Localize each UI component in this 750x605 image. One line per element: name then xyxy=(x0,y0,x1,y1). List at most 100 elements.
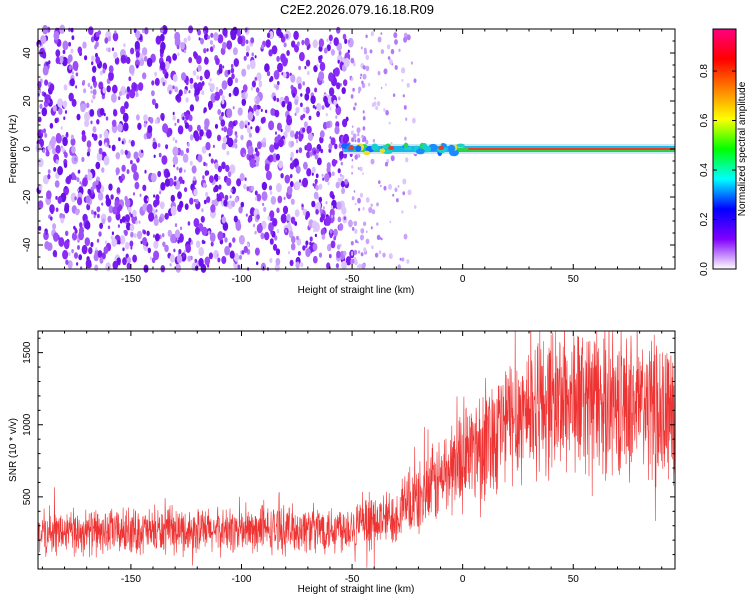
noise-speckle xyxy=(101,202,104,206)
noise-speckle xyxy=(233,215,238,223)
noise-speckle xyxy=(406,82,410,88)
noise-speckle xyxy=(343,57,350,68)
noise-speckle xyxy=(102,68,106,74)
noise-speckle xyxy=(217,34,224,44)
noise-speckle xyxy=(351,158,354,162)
noise-speckle xyxy=(199,84,203,90)
noise-speckle xyxy=(243,183,247,190)
noise-speckle xyxy=(318,183,323,190)
noise-speckle xyxy=(107,215,112,223)
noise-speckle xyxy=(309,151,313,157)
noise-speckle xyxy=(141,149,144,154)
noise-speckle xyxy=(362,73,367,80)
noise-speckle xyxy=(216,194,221,202)
noise-speckle xyxy=(305,106,310,114)
noise-speckle xyxy=(153,217,159,227)
snr-xtick-label: -50 xyxy=(345,574,360,585)
noise-speckle xyxy=(132,209,137,218)
noise-speckle xyxy=(172,74,178,83)
noise-speckle xyxy=(371,102,375,108)
noise-speckle xyxy=(243,153,246,157)
noise-speckle xyxy=(105,197,112,207)
noise-speckle xyxy=(172,137,175,141)
noise-speckle xyxy=(76,262,79,266)
noise-speckle xyxy=(352,133,357,139)
noise-speckle xyxy=(147,125,153,134)
noise-speckle xyxy=(376,222,379,226)
noise-speckle xyxy=(115,152,121,160)
noise-speckle xyxy=(176,166,179,171)
noise-speckle xyxy=(372,138,376,143)
signal-blob xyxy=(371,143,379,151)
noise-speckle xyxy=(313,222,320,233)
noise-speckle xyxy=(246,243,250,247)
noise-speckle xyxy=(86,203,91,211)
noise-speckle xyxy=(143,55,148,62)
noise-speckle xyxy=(237,107,243,116)
noise-speckle xyxy=(255,87,260,93)
noise-speckle xyxy=(149,256,152,260)
noise-speckle xyxy=(279,31,284,39)
noise-speckle xyxy=(361,134,364,139)
noise-speckle xyxy=(222,136,228,144)
noise-speckle xyxy=(284,174,291,184)
noise-speckle xyxy=(139,57,145,67)
noise-speckle xyxy=(63,186,69,196)
noise-speckle xyxy=(354,202,357,206)
noise-speckle xyxy=(62,40,69,51)
noise-speckle xyxy=(189,197,194,205)
noise-speckle xyxy=(85,195,91,204)
noise-speckle xyxy=(88,26,94,36)
noise-speckle xyxy=(366,230,368,234)
noise-speckle xyxy=(265,170,272,181)
noise-speckle xyxy=(336,82,341,90)
noise-speckle xyxy=(270,230,274,235)
noise-speckle xyxy=(175,263,182,273)
noise-speckle xyxy=(360,46,363,50)
noise-speckle xyxy=(369,49,373,54)
noise-speckle xyxy=(359,166,363,172)
noise-speckle xyxy=(121,164,126,172)
noise-speckle xyxy=(68,41,71,47)
noise-speckle xyxy=(45,151,49,157)
noise-speckle xyxy=(49,122,54,129)
noise-speckle xyxy=(77,188,79,192)
noise-speckle xyxy=(343,250,347,256)
noise-speckle xyxy=(146,230,150,236)
noise-speckle xyxy=(339,225,343,231)
noise-speckle xyxy=(188,237,192,243)
noise-speckle xyxy=(47,173,51,180)
colorbar-tick-label: 0.6 xyxy=(699,113,710,127)
noise-speckle xyxy=(405,117,408,121)
spectrogram-noise xyxy=(35,24,418,273)
noise-speckle xyxy=(288,251,290,255)
noise-speckle xyxy=(167,84,174,95)
noise-speckle xyxy=(241,98,247,106)
noise-speckle xyxy=(57,196,63,204)
noise-speckle xyxy=(329,41,332,45)
noise-speckle xyxy=(71,35,75,40)
noise-speckle xyxy=(53,31,60,41)
noise-speckle xyxy=(161,155,168,165)
noise-speckle xyxy=(185,243,191,253)
noise-speckle xyxy=(256,193,262,202)
noise-speckle xyxy=(135,220,138,225)
noise-speckle xyxy=(204,57,209,65)
noise-speckle xyxy=(233,86,240,97)
noise-speckle xyxy=(112,84,118,94)
noise-speckle xyxy=(134,59,140,68)
noise-speckle xyxy=(137,122,142,130)
noise-speckle xyxy=(318,55,322,61)
colorbar-gradient xyxy=(713,29,736,269)
noise-speckle xyxy=(329,228,333,234)
noise-speckle xyxy=(284,95,290,104)
noise-speckle xyxy=(351,226,355,231)
noise-speckle xyxy=(135,51,140,58)
noise-speckle xyxy=(133,233,137,239)
spec-xtick-label: -50 xyxy=(345,274,360,285)
noise-speckle xyxy=(174,223,178,228)
noise-speckle xyxy=(155,194,160,202)
noise-speckle xyxy=(76,177,80,183)
noise-speckle xyxy=(195,198,199,205)
noise-speckle xyxy=(362,116,366,121)
